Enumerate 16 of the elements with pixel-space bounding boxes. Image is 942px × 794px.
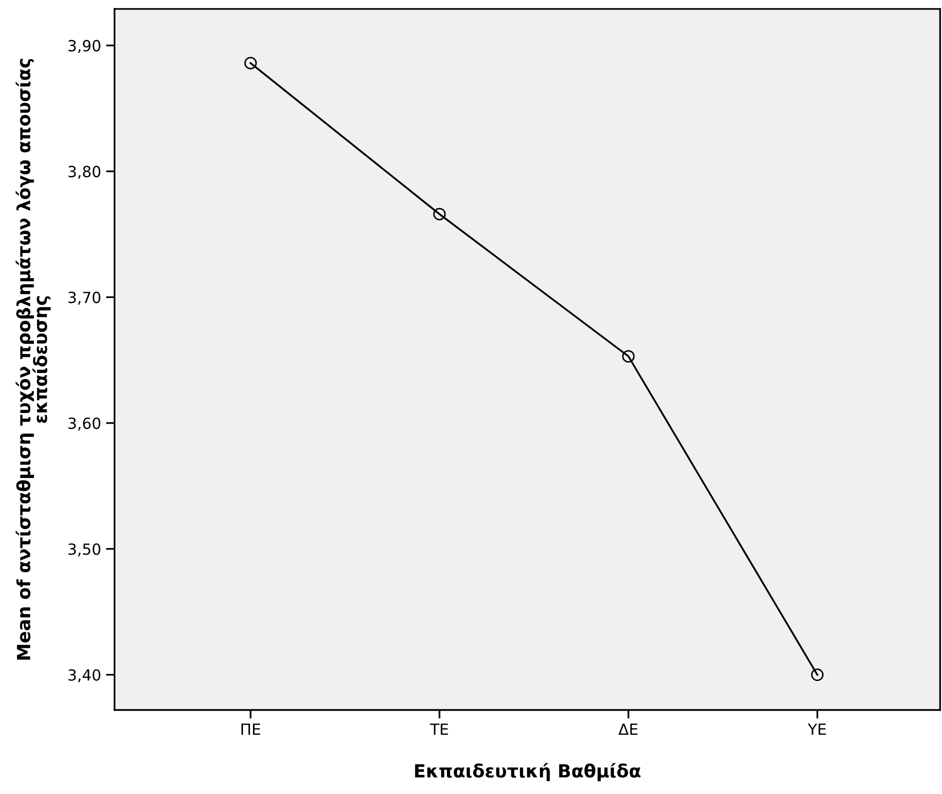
point (433, 208, 446, 220)
point (244, 56, 257, 70)
x-tick-label: ΠΕ (241, 724, 260, 735)
y-tick-label: 3,80 (68, 166, 100, 179)
x-tick-label: ΥΕ (808, 724, 826, 735)
y-tick-label: 3,50 (68, 543, 100, 556)
x-tick-label: ΔΕ (618, 724, 638, 735)
x-tick-label: ΤΕ (430, 724, 448, 735)
y-tick-label: 3,60 (68, 418, 100, 431)
point (811, 668, 824, 682)
x-axis-title: Εκπαιδευτική Βαθμίδα (415, 762, 640, 782)
y-axis-title: Mean of αντίσταθμιση τυχόν προβλημάτων λόγω απουσίας εκπαίδευσης (16, 58, 51, 660)
y-tick-label: 3,90 (68, 40, 100, 54)
y-tick-label: 3,40 (68, 669, 100, 682)
point (622, 350, 635, 363)
y-tick-label: 3,70 (68, 292, 100, 305)
